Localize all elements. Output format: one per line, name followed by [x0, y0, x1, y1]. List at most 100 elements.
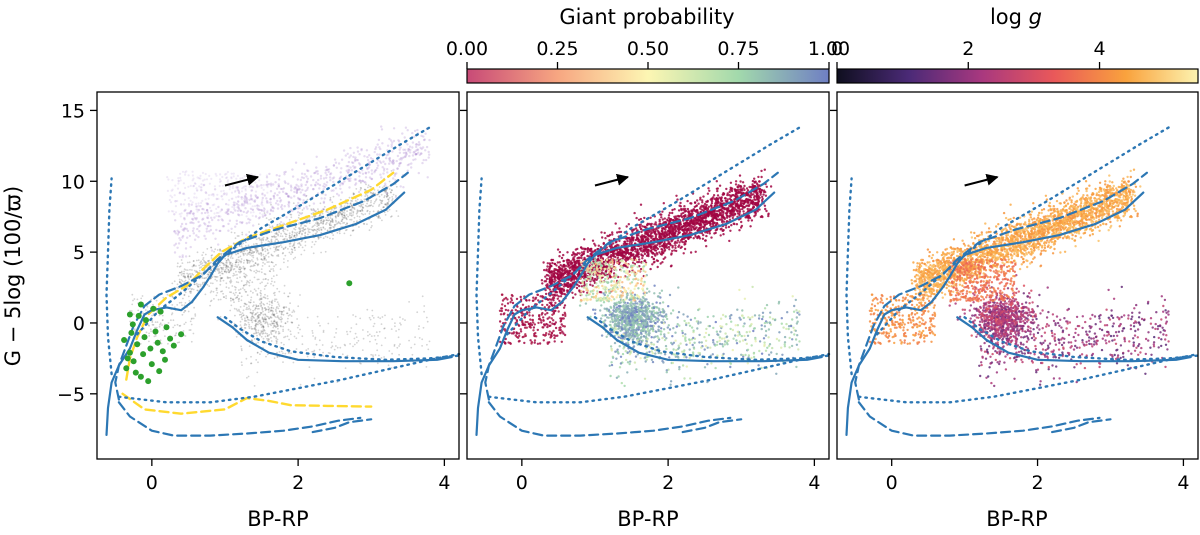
white-dwarf-star	[402, 148, 405, 151]
grey-star	[272, 307, 275, 310]
grey-star	[290, 333, 292, 336]
white-dwarf-star	[260, 203, 263, 206]
white-dwarf-star	[376, 166, 379, 170]
star-point	[578, 284, 581, 288]
white-dwarf-star	[404, 126, 408, 129]
grey-star	[292, 361, 295, 364]
grey-star	[319, 219, 322, 222]
grey-star	[314, 240, 317, 243]
white-dwarf-star	[398, 140, 401, 143]
white-dwarf-star	[215, 228, 218, 232]
grey-star	[311, 332, 314, 334]
white-dwarf-star	[294, 161, 298, 164]
grey-star	[386, 192, 388, 194]
grey-star	[389, 191, 392, 194]
grey-star	[333, 223, 336, 226]
grey-star	[236, 273, 238, 276]
grey-star	[335, 332, 337, 334]
star-point	[593, 242, 596, 245]
grey-star	[383, 206, 385, 209]
white-dwarf-star	[259, 173, 262, 176]
white-dwarf-star	[332, 180, 335, 184]
grey-star	[352, 229, 354, 232]
star-point	[671, 211, 674, 215]
grey-star	[301, 212, 304, 214]
grey-star	[334, 223, 337, 226]
star-point	[618, 227, 621, 230]
star-point	[750, 219, 754, 222]
grey-star	[259, 294, 262, 297]
grey-star	[268, 265, 271, 268]
white-dwarf-star	[348, 156, 351, 159]
grey-star	[249, 249, 252, 251]
grey-star	[260, 241, 263, 244]
grey-star	[200, 266, 203, 268]
grey-star	[255, 304, 257, 306]
grey-star	[240, 345, 243, 348]
grey-star	[359, 186, 362, 189]
grey-star	[188, 261, 191, 264]
grey-star	[308, 204, 311, 207]
grey-star	[328, 222, 331, 225]
white-dwarf-star	[254, 174, 257, 177]
grey-star	[339, 222, 342, 225]
grey-star	[252, 291, 254, 294]
white-dwarf-star	[262, 206, 266, 209]
grey-star	[275, 337, 278, 340]
grey-star	[260, 297, 263, 300]
green-star	[154, 339, 161, 346]
grey-star	[264, 309, 267, 312]
grey-star	[283, 307, 285, 309]
grey-star	[254, 248, 257, 251]
grey-star	[404, 319, 406, 321]
grey-star	[371, 314, 374, 317]
grey-star	[137, 309, 140, 312]
grey-star	[229, 291, 231, 293]
green-star	[178, 331, 185, 338]
grey-star	[291, 231, 294, 234]
white-dwarf-star	[315, 181, 318, 184]
white-dwarf-star	[424, 149, 427, 152]
grey-star	[384, 203, 387, 206]
white-dwarf-star	[247, 182, 250, 185]
grey-star	[284, 238, 286, 240]
grey-star	[271, 225, 274, 228]
star-point	[582, 247, 586, 250]
white-dwarf-star	[208, 206, 212, 209]
grey-star	[353, 216, 356, 219]
white-dwarf-star	[319, 177, 323, 180]
white-dwarf-star	[226, 170, 229, 174]
colorbar-giant-ticks: 0.00 0.25 0.50 0.75 1.00	[446, 38, 850, 69]
grey-star	[276, 248, 279, 251]
grey-star	[349, 209, 351, 211]
grey-star	[253, 385, 256, 387]
grey-star	[180, 270, 183, 273]
white-dwarf-star	[366, 159, 370, 162]
grey-star	[284, 322, 287, 325]
grey-star	[319, 236, 322, 239]
grey-star	[229, 262, 232, 265]
grey-star	[271, 302, 274, 304]
grey-star	[187, 295, 190, 298]
white-dwarf-star	[251, 186, 254, 189]
grey-star	[266, 322, 269, 325]
white-dwarf-star	[358, 175, 361, 178]
grey-star	[318, 214, 321, 217]
grey-star	[183, 293, 186, 296]
grey-star	[271, 280, 273, 283]
grey-star	[357, 210, 360, 212]
grey-star	[298, 246, 300, 249]
white-dwarf-star	[312, 209, 315, 212]
grey-star	[227, 255, 230, 258]
white-dwarf-star	[201, 179, 205, 182]
white-dwarf-star	[193, 238, 197, 241]
grey-star	[383, 356, 385, 358]
grey-star	[298, 243, 301, 245]
grey-star	[249, 311, 252, 314]
white-dwarf-star	[186, 214, 189, 217]
grey-star	[318, 224, 320, 227]
grey-star	[355, 323, 358, 326]
star-point	[673, 215, 676, 218]
white-dwarf-star	[364, 176, 368, 179]
